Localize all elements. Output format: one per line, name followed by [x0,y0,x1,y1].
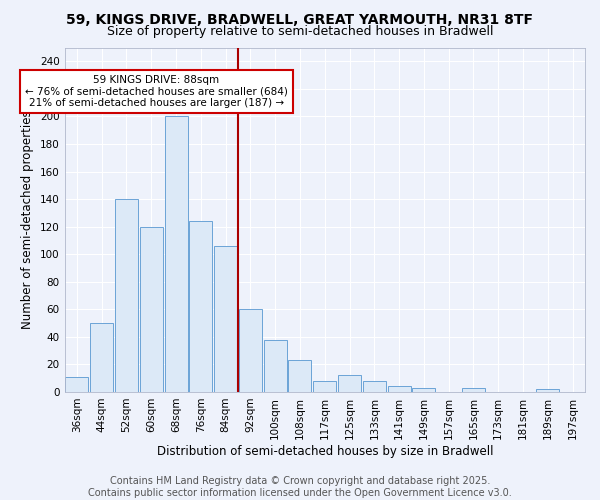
Bar [536,389,559,392]
Bar [214,246,237,392]
Bar [412,388,436,392]
Bar [239,310,262,392]
Bar [190,221,212,392]
Bar [164,116,188,392]
Bar [462,388,485,392]
Bar [140,226,163,392]
Bar [289,360,311,392]
Bar [363,381,386,392]
Text: 59 KINGS DRIVE: 88sqm
← 76% of semi-detached houses are smaller (684)
21% of sem: 59 KINGS DRIVE: 88sqm ← 76% of semi-deta… [25,75,287,108]
Bar [65,377,88,392]
Text: 59, KINGS DRIVE, BRADWELL, GREAT YARMOUTH, NR31 8TF: 59, KINGS DRIVE, BRADWELL, GREAT YARMOUT… [67,12,533,26]
Bar [388,386,410,392]
Bar [338,376,361,392]
X-axis label: Distribution of semi-detached houses by size in Bradwell: Distribution of semi-detached houses by … [157,444,493,458]
Text: Contains HM Land Registry data © Crown copyright and database right 2025.
Contai: Contains HM Land Registry data © Crown c… [88,476,512,498]
Bar [115,199,138,392]
Text: Size of property relative to semi-detached houses in Bradwell: Size of property relative to semi-detach… [107,25,493,38]
Bar [90,323,113,392]
Bar [313,381,336,392]
Y-axis label: Number of semi-detached properties: Number of semi-detached properties [22,110,34,329]
Bar [263,340,287,392]
